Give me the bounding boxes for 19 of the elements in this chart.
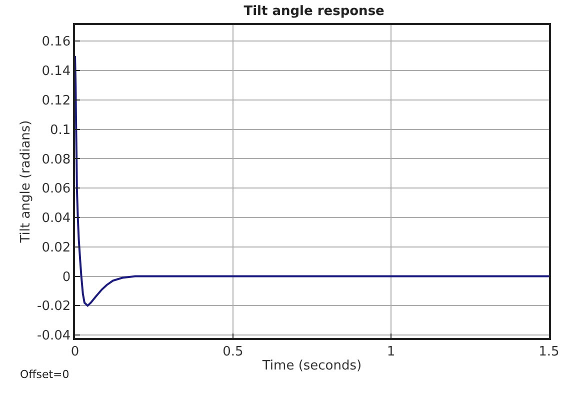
y-tick-label: 0.16 bbox=[42, 34, 71, 50]
y-axis-title: Tilt angle (radians) bbox=[18, 120, 34, 244]
chart-title: Tilt angle response bbox=[244, 4, 385, 20]
y-tick-label: 0.06 bbox=[42, 182, 71, 197]
y-tick-label: 0.04 bbox=[42, 211, 71, 226]
y-tick-label: 0.02 bbox=[42, 240, 71, 256]
y-tick-label: 0 bbox=[62, 270, 71, 285]
x-tick-label: 1.5 bbox=[538, 344, 560, 360]
x-tick-label: 0.5 bbox=[222, 344, 244, 360]
text: Offset=0 bbox=[20, 368, 70, 381]
x-tick-label: 1 bbox=[386, 344, 396, 360]
y-tick-label: 0.1 bbox=[50, 122, 71, 138]
y-tick-label: 0.14 bbox=[42, 64, 71, 80]
x-axis-title: Time (seconds) bbox=[261, 358, 362, 374]
y-tick-label: 0.08 bbox=[42, 152, 71, 168]
y-tick-label: 0.12 bbox=[42, 93, 71, 108]
y-tick-label: -0.04 bbox=[37, 328, 71, 344]
y-tick-label: -0.02 bbox=[37, 299, 71, 314]
line-series bbox=[75, 54, 549, 307]
